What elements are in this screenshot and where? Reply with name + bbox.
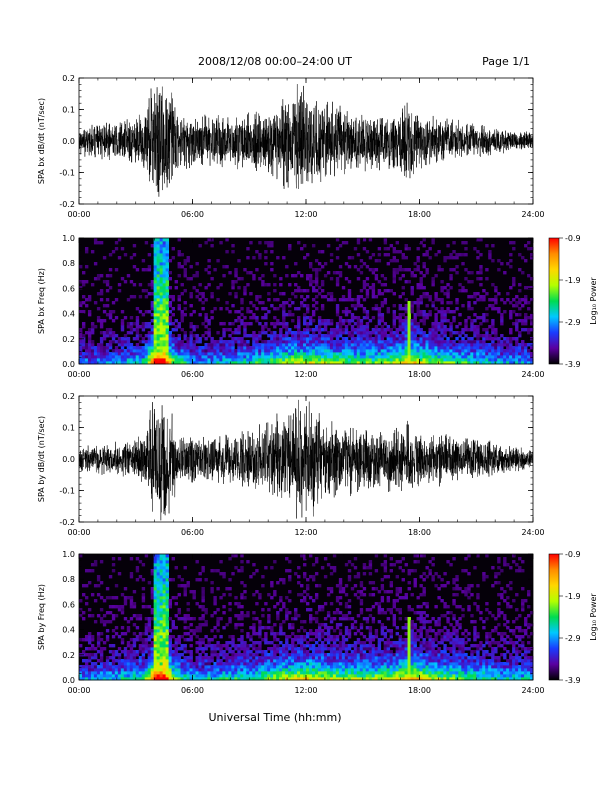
y-tick-label: 0.8 bbox=[62, 259, 75, 268]
colorbar-label: Log₁₀ Power bbox=[589, 593, 598, 641]
bx-spectrogram-panel: 00:00 06:00 12:00 18:00 24:00 1.0 0.8 0.6 0.4 0.2… bbox=[37, 234, 545, 379]
x-tick-label: 06:00 bbox=[181, 528, 204, 537]
x-tick-label: 12:00 bbox=[294, 686, 317, 695]
x-tick-label: 12:00 bbox=[294, 370, 317, 379]
y-tick-label: 1.0 bbox=[62, 234, 75, 243]
colorbar-tick-label: -0.9 bbox=[565, 234, 581, 243]
colorbar-tick-label: -2.9 bbox=[565, 318, 581, 327]
colorbar-gradient bbox=[549, 238, 559, 364]
colorbar-gradient bbox=[549, 554, 559, 680]
y-tick-label: -0.1 bbox=[59, 169, 75, 178]
y-tick-label: -0.2 bbox=[59, 200, 75, 209]
y-tick-label: 0.0 bbox=[62, 137, 75, 146]
y-tick-label: 0.1 bbox=[62, 106, 75, 115]
by-spectrogram-panel: 00:00 06:00 12:00 18:00 24:00 1.0 0.8 0.6 0.4 0.2… bbox=[37, 550, 545, 695]
by-dbdt-panel: 00:00 06:00 12:00 18:00 24:00 0.2 0.1 0.0 -0.1 -0… bbox=[37, 392, 545, 537]
y-tick-label: 0.1 bbox=[62, 424, 75, 433]
x-tick-label: 00:00 bbox=[67, 686, 90, 695]
y-tick-label: 1.0 bbox=[62, 550, 75, 559]
y-axis-label: SPA bx Freq (Hz) bbox=[37, 268, 46, 334]
colorbar-tick-label: -1.9 bbox=[565, 592, 581, 601]
x-tick-label: 00:00 bbox=[67, 528, 90, 537]
waveform-trace bbox=[79, 400, 533, 520]
bx-dbdt-panel: 00:00 06:00 12:00 18:00 24:00 0.2 0.1 0.0 -0.1 -0… bbox=[37, 74, 545, 219]
x-tick-label: 06:00 bbox=[181, 210, 204, 219]
x-tick-label: 18:00 bbox=[408, 528, 431, 537]
y-tick-label: 0.6 bbox=[62, 284, 75, 293]
y-tick-label: 0.6 bbox=[62, 600, 75, 609]
x-tick-label: 06:00 bbox=[181, 370, 204, 379]
y-tick-label: 0.2 bbox=[62, 392, 75, 401]
x-tick-label: 12:00 bbox=[294, 528, 317, 537]
y-tick-label: 0.8 bbox=[62, 575, 75, 584]
page-indicator: Page 1/1 bbox=[482, 55, 530, 68]
colorbar-tick-label: -1.9 bbox=[565, 276, 581, 285]
x-tick-label: 12:00 bbox=[294, 210, 317, 219]
y-tick-label: 0.0 bbox=[62, 455, 75, 464]
y-axis-label: SPA by dB/dt (nT/sec) bbox=[37, 416, 46, 502]
y-tick-label: -0.2 bbox=[59, 518, 75, 527]
colorbar-tick-label: -3.9 bbox=[565, 676, 581, 685]
x-tick-label: 18:00 bbox=[408, 686, 431, 695]
x-tick-label: 18:00 bbox=[408, 210, 431, 219]
colorbar-tick-label: -2.9 bbox=[565, 634, 581, 643]
colorbar-label: Log₁₀ Power bbox=[589, 277, 598, 325]
y-tick-label: 0.2 bbox=[62, 651, 75, 660]
y-tick-label: 0.0 bbox=[62, 676, 75, 685]
y-tick-label: 0.2 bbox=[62, 335, 75, 344]
y-tick-label: 0.0 bbox=[62, 360, 75, 369]
y-tick-label: 0.4 bbox=[62, 626, 75, 635]
colorbar-tick-label: -3.9 bbox=[565, 360, 581, 369]
by-colorbar: -0.9 -1.9 -2.9 -3.9 Log₁₀ Power bbox=[549, 550, 598, 685]
x-tick-label: 24:00 bbox=[521, 210, 544, 219]
y-tick-label: 0.4 bbox=[62, 310, 75, 319]
y-tick-label: 0.2 bbox=[62, 74, 75, 83]
x-tick-label: 00:00 bbox=[67, 370, 90, 379]
x-tick-label: 18:00 bbox=[408, 370, 431, 379]
figure-title: 2008/12/08 00:00–24:00 UT bbox=[198, 55, 352, 68]
x-tick-label: 00:00 bbox=[67, 210, 90, 219]
x-tick-label: 24:00 bbox=[521, 528, 544, 537]
waveform-trace bbox=[79, 84, 533, 197]
bx-colorbar: -0.9 -1.9 -2.9 -3.9 Log₁₀ Power bbox=[549, 234, 598, 369]
x-tick-label: 24:00 bbox=[521, 686, 544, 695]
y-axis-label: SPA by Freq (Hz) bbox=[37, 584, 46, 650]
x-axis-label: Universal Time (hh:mm) bbox=[209, 711, 342, 724]
y-axis-label: SPA bx dB/dt (nT/sec) bbox=[37, 98, 46, 184]
x-tick-label: 24:00 bbox=[521, 370, 544, 379]
colorbar-tick-label: -0.9 bbox=[565, 550, 581, 559]
x-tick-label: 06:00 bbox=[181, 686, 204, 695]
y-tick-label: -0.1 bbox=[59, 487, 75, 496]
